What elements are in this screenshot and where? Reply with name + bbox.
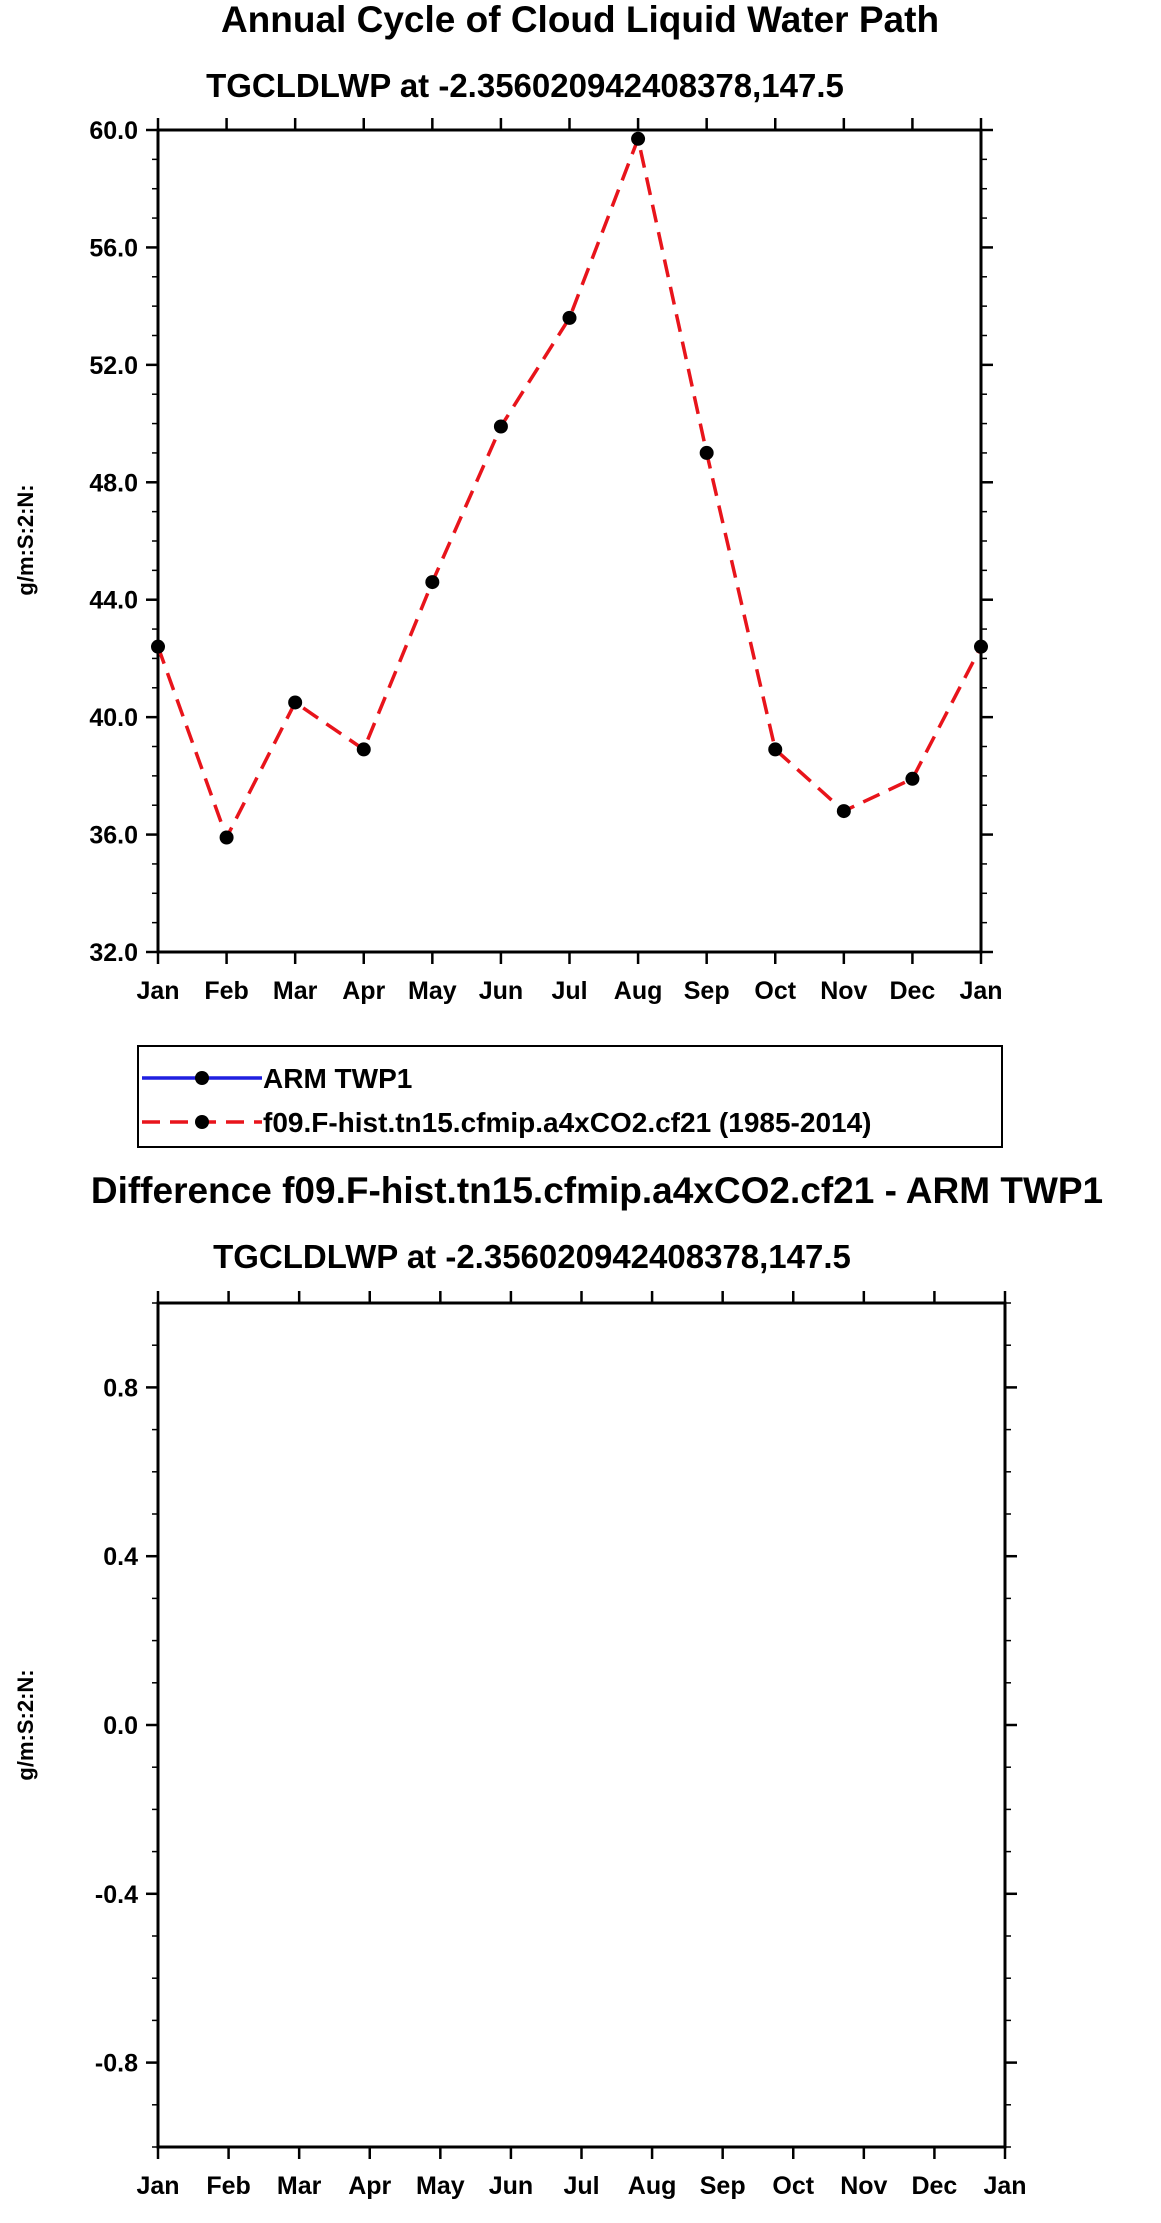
chart1-series-line: [156, 132, 983, 842]
chart2-xtick-label: Apr: [348, 2172, 391, 2200]
chart1-ylabel: g/m:S:2:N:: [13, 484, 38, 595]
chart1-xtick-label: Jul: [551, 977, 587, 1005]
chart1-xtick-label: Feb: [204, 977, 248, 1005]
chart1-data-point: [562, 310, 577, 325]
chart2-xtick-label: Sep: [700, 2172, 746, 2200]
chart2-ytick-label: 0.0: [103, 1712, 138, 1740]
legend-marker-model: [195, 1115, 209, 1129]
legend-label-arm: ARM TWP1: [263, 1063, 412, 1094]
chart2-xtick-label: Mar: [277, 2172, 322, 2200]
chart2-xtick-label: May: [416, 2172, 465, 2200]
chart1-data-point: [288, 695, 303, 710]
chart2-xtick-label: Oct: [772, 2172, 814, 2200]
chart2-ytick-label: -0.4: [95, 1881, 138, 1909]
chart1-xtick-label: May: [408, 977, 457, 1005]
chart2-xtick-label: Dec: [911, 2172, 957, 2200]
chart1-xtick-label: Sep: [684, 977, 730, 1005]
chart2-xtick-label: Jul: [563, 2172, 599, 2200]
chart1-ytick-label: 48.0: [89, 469, 138, 497]
chart2-xtick-label: Jan: [983, 2172, 1026, 2200]
chart1-data-point: [425, 575, 440, 590]
chart1-ytick-label: 32.0: [89, 939, 138, 967]
chart1-xtick-label: Apr: [342, 977, 385, 1005]
chart1-subtitle: TGCLDLWP at -2.356020942408378,147.5: [206, 67, 844, 104]
chart1-data-point: [151, 639, 165, 654]
chart1-ytick-label: 44.0: [89, 587, 138, 615]
chart2-subtitle: TGCLDLWP at -2.356020942408378,147.5: [213, 1238, 851, 1275]
chart1-data-point: [836, 804, 851, 819]
chart1-data-point: [699, 445, 714, 460]
chart1-ytick-label: 60.0: [89, 117, 138, 145]
legend-box: [137, 1045, 1003, 1148]
chart1-ytick-label: 36.0: [89, 822, 138, 850]
chart2-xtick-label: Jun: [489, 2172, 533, 2200]
chart1-data-point: [768, 742, 783, 757]
chart1-data-point: [493, 419, 508, 434]
chart1-plot-area: 60.0 56.0 52.0 48.0 44.0 40.0 36.0 32.0 Jan Feb Ma…: [89, 117, 1002, 1005]
chart1-frame: [156, 128, 983, 954]
chart1-xtick-label: Oct: [754, 977, 796, 1005]
chart1-xtick-label: Nov: [820, 977, 867, 1005]
chart2-ytick-label: 0.4: [103, 1543, 138, 1571]
chart2-xtick-label: Aug: [628, 2172, 677, 2200]
chart1-xtick-label: Jun: [479, 977, 523, 1005]
chart2-frame: [156, 1301, 1007, 2149]
legend-marker-arm: [195, 1071, 209, 1085]
chart1-xtick-label: Aug: [614, 977, 663, 1005]
chart1-xtick-label: Dec: [889, 977, 935, 1005]
chart2-xtick-label: Feb: [206, 2172, 250, 2200]
chart1-xtick-label: Mar: [273, 977, 318, 1005]
chart1-data-point: [631, 131, 646, 146]
chart1-ytick-label: 40.0: [89, 704, 138, 732]
chart1-ytick-label: 56.0: [89, 234, 138, 262]
chart2-xtick-label: Jan: [136, 2172, 179, 2200]
chart1-data-point: [974, 639, 988, 654]
chart2-ytick-label: 0.8: [103, 1374, 138, 1402]
legend: ARM TWP1 f09.F-hist.tn15.cfmip.a4xCO2.cf…: [137, 1045, 1003, 1148]
chart2-plot-area: 0.8 0.4 0.0 -0.4 -0.8 Jan Feb Mar Apr May Jun Jul Au…: [95, 1291, 1027, 2200]
chart1-xtick-label: Jan: [136, 977, 179, 1005]
chart2-xtick-label: Nov: [840, 2172, 887, 2200]
chart1-title: Annual Cycle of Cloud Liquid Water Path: [221, 0, 939, 40]
chart2-title: Difference f09.F-hist.tn15.cfmip.a4xCO2.…: [91, 1170, 1103, 1211]
chart1-data-point: [219, 830, 234, 845]
chart1-data-point: [905, 771, 920, 786]
chart2-ylabel: g/m:S:2:N:: [13, 1669, 38, 1780]
chart1-xtick-label: Jan: [959, 977, 1002, 1005]
chart2-ytick-label: -0.8: [95, 2050, 138, 2078]
legend-label-model: f09.F-hist.tn15.cfmip.a4xCO2.cf21 (1985-…: [263, 1107, 871, 1138]
chart1-data-point: [356, 742, 371, 757]
chart1-ytick-label: 52.0: [89, 352, 138, 380]
